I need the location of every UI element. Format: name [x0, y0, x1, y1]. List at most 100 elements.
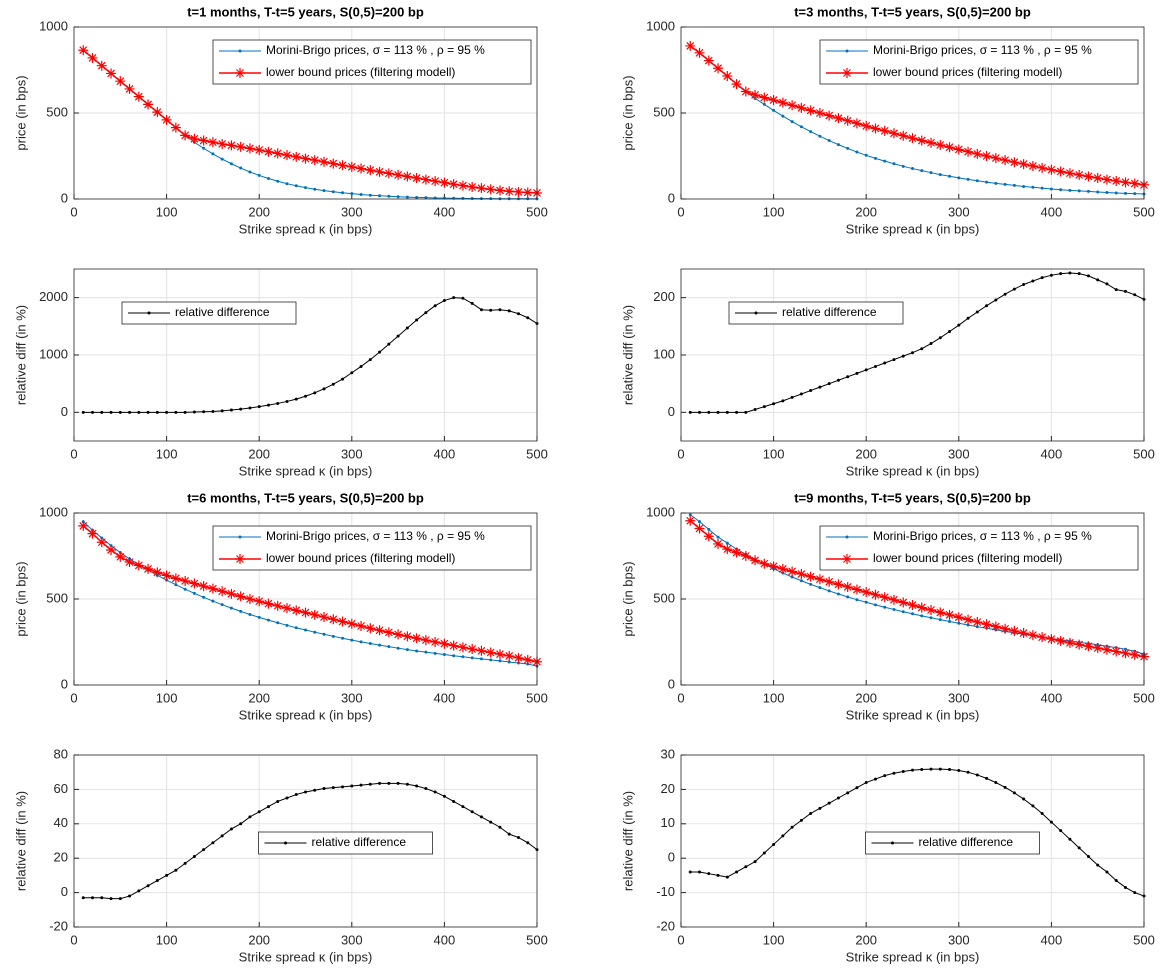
marker: [1059, 272, 1063, 276]
x-tick-label: 300: [948, 446, 970, 461]
marker: [337, 616, 348, 627]
marker: [476, 645, 487, 656]
marker: [276, 621, 280, 625]
x-tick-label: 400: [434, 204, 456, 219]
marker: [744, 865, 748, 869]
marker: [217, 138, 228, 149]
marker: [1049, 820, 1053, 824]
marker: [470, 656, 474, 660]
marker: [328, 614, 339, 625]
axes-box: [680, 754, 1145, 928]
marker: [128, 410, 132, 414]
marker: [198, 135, 209, 146]
marker: [152, 567, 163, 578]
marker: [257, 173, 261, 177]
marker: [507, 309, 511, 313]
marker: [901, 770, 905, 774]
chart-title: t=9 months, T-t=5 years, S(0,5)=200 bp: [794, 490, 1031, 505]
marker: [799, 579, 803, 583]
x-tick-label: 400: [1041, 446, 1063, 461]
marker: [1000, 623, 1011, 634]
marker: [972, 617, 983, 628]
subplot: 0 100 200 300 400 500 0 500 1000 t=9 months, T-t=…: [620, 490, 1154, 722]
marker: [359, 783, 363, 787]
marker: [331, 190, 335, 194]
marker: [1105, 190, 1109, 194]
marker: [368, 193, 372, 197]
marker: [861, 120, 872, 131]
marker: [975, 773, 979, 777]
marker: [143, 563, 154, 574]
marker: [143, 99, 154, 110]
marker: [716, 873, 720, 877]
marker: [470, 810, 474, 814]
marker: [929, 767, 933, 771]
marker: [790, 120, 794, 124]
marker: [387, 781, 391, 785]
y-axis-label: price (in bps): [620, 75, 635, 150]
marker: [836, 796, 840, 800]
marker: [430, 637, 441, 647]
marker: [207, 583, 218, 594]
marker: [892, 358, 896, 362]
marker: [935, 139, 946, 150]
marker: [368, 358, 372, 362]
marker: [938, 336, 942, 340]
marker: [1012, 287, 1016, 291]
marker: [827, 589, 831, 593]
marker: [516, 836, 520, 840]
marker: [192, 591, 196, 595]
marker: [1000, 155, 1011, 166]
legend-label: relative difference: [175, 305, 270, 319]
marker: [229, 408, 233, 412]
marker: [424, 787, 428, 791]
marker: [152, 107, 163, 118]
marker: [901, 164, 905, 168]
marker: [873, 156, 877, 160]
marker: [981, 619, 992, 630]
marker: [106, 544, 117, 555]
marker: [953, 144, 964, 155]
marker: [457, 642, 468, 653]
x-tick-label: 200: [248, 932, 270, 947]
axes-box: [73, 268, 538, 442]
marker: [855, 150, 859, 154]
x-tick-label: 300: [948, 690, 970, 705]
chart-title: t=1 months, T-t=5 years, S(0,5)=200 bp: [187, 4, 424, 19]
marker: [688, 513, 692, 517]
marker: [281, 603, 292, 614]
axes-box: [73, 512, 538, 686]
marker: [1040, 811, 1044, 815]
marker: [239, 166, 243, 170]
axes-box: [680, 512, 1145, 686]
marker: [346, 161, 357, 172]
marker: [1077, 189, 1081, 193]
marker: [266, 805, 270, 809]
marker: [442, 299, 446, 303]
marker: [442, 794, 446, 798]
line: [690, 768, 1145, 897]
marker: [762, 405, 766, 409]
marker: [1022, 797, 1026, 801]
marker: [263, 146, 274, 157]
y-tick-label: 20: [661, 781, 675, 796]
x-tick-label: 100: [156, 932, 178, 947]
legend: relative difference: [121, 301, 297, 325]
y-tick-label: 1000: [39, 504, 68, 519]
marker: [759, 558, 770, 569]
axes-box: [73, 26, 538, 200]
marker: [920, 614, 924, 618]
marker: [698, 520, 702, 524]
marker: [467, 644, 478, 655]
marker: [526, 316, 530, 320]
subplot: 0 100 200 300 400 500 0 500 1000 t=1 months, T-t=…: [13, 4, 547, 236]
marker: [415, 195, 419, 199]
marker: [1055, 166, 1066, 177]
marker: [818, 586, 822, 590]
marker: [430, 176, 441, 187]
marker: [985, 304, 989, 308]
y-tick-label: 500: [653, 590, 675, 605]
x-axis-label: Strike spread κ (in bps): [239, 707, 373, 722]
y-tick-label: 0: [668, 850, 675, 865]
marker: [118, 410, 122, 414]
